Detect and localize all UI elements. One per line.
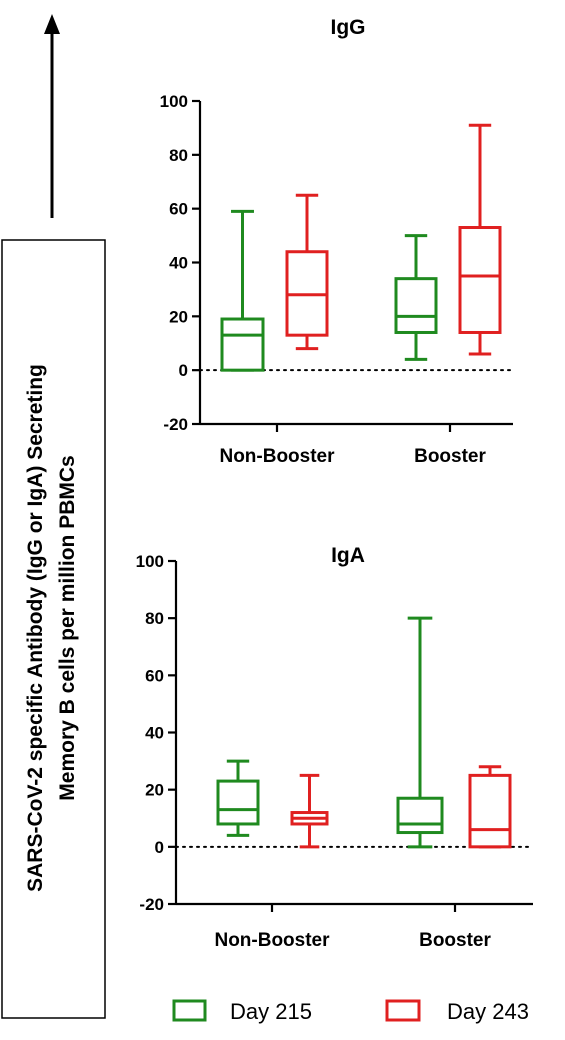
y-tick-label: 100: [136, 552, 164, 571]
iqr-box: [458, 226, 502, 334]
legend-item-day-215: Day 215: [172, 999, 312, 1024]
y-axis: -20 0 20 40 60 80 100: [136, 552, 178, 914]
y-tick-label: 20: [169, 307, 188, 326]
y-axis: -20 0 20 40 60 80 100: [160, 92, 202, 434]
iqr-box: [468, 773, 512, 849]
y-tick-label: -20: [139, 895, 164, 914]
panel-title: IgG: [331, 16, 366, 39]
y-tick-label: 0: [155, 838, 164, 857]
box-plot-day-243: [468, 765, 512, 849]
y-tick-label: 0: [179, 361, 188, 380]
y-tick-label: 80: [145, 609, 164, 628]
plot-marks: [175, 616, 534, 849]
panel-iga: IgA -20 0 20 40 60 80 100 Non-Booster Booster: [136, 544, 534, 951]
y-axis-title: SARS-CoV-2 specific Antibody (IgG or IgA…: [24, 364, 79, 892]
legend-swatch-day-243: [385, 999, 421, 1022]
panel-title: IgA: [331, 544, 365, 567]
y-tick-label: 100: [160, 92, 188, 111]
legend-label-day-243: Day 243: [447, 999, 529, 1024]
legend: Day 215 Day 243: [172, 999, 529, 1024]
y-tick-label: 60: [169, 200, 188, 219]
iqr-box: [396, 796, 444, 835]
box-plot-day-243: [285, 193, 329, 351]
y-tick-label: 20: [145, 781, 164, 800]
x-category-label: Non-Booster: [214, 930, 330, 951]
box-plot-day-243: [290, 773, 329, 849]
y-axis-title-box: [1, 239, 106, 1019]
box-plot-day-215: [220, 209, 265, 372]
legend-swatch-day-215: [172, 999, 207, 1022]
plot-marks: [199, 123, 514, 372]
box-plot-day-243: [458, 123, 502, 356]
panel-igg: IgG -20 0 20 40 60 80 100 Non-Booster Booster: [160, 16, 514, 467]
iqr-box: [220, 317, 265, 372]
legend-label-day-215: Day 215: [230, 999, 312, 1024]
x-category-label: Non-Booster: [219, 446, 335, 467]
x-category-label: Booster: [414, 446, 486, 467]
box-plot-day-215: [216, 759, 260, 837]
box-plot-day-215: [394, 234, 438, 361]
iqr-box: [216, 779, 260, 826]
y-tick-label: -20: [163, 415, 188, 434]
box-plot-day-215: [396, 616, 444, 849]
legend-item-day-243: Day 243: [385, 999, 529, 1024]
x-axis: Non-Booster Booster: [176, 902, 533, 951]
up-arrow-icon: [44, 14, 60, 218]
x-axis: Non-Booster Booster: [200, 422, 513, 467]
y-axis-title-line-2: Memory B cells per million PBMCs: [56, 455, 79, 800]
y-tick-label: 40: [145, 724, 164, 743]
y-tick-label: 40: [169, 254, 188, 273]
iqr-box: [394, 277, 438, 334]
x-category-label: Booster: [419, 930, 491, 951]
y-tick-label: 60: [145, 666, 164, 685]
y-axis-title-line-1: SARS-CoV-2 specific Antibody (IgG or IgA…: [24, 364, 47, 892]
y-tick-label: 80: [169, 146, 188, 165]
